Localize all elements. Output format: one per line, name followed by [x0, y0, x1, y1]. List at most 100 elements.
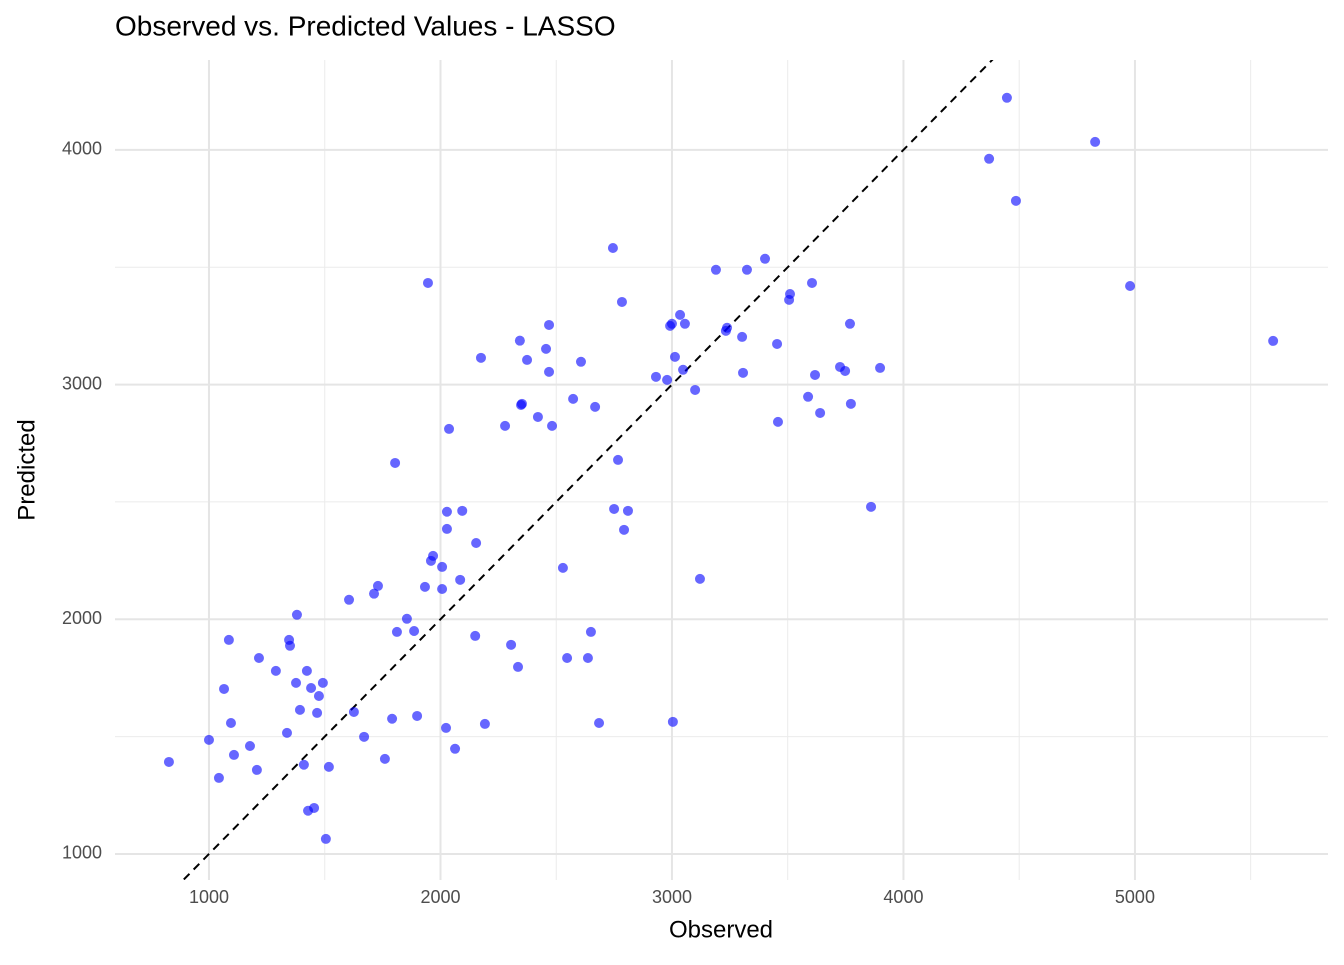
point	[369, 588, 380, 599]
point	[803, 391, 814, 402]
point	[1125, 281, 1136, 292]
point	[585, 626, 596, 637]
point	[320, 833, 331, 844]
point	[203, 734, 214, 745]
point	[285, 640, 296, 651]
point	[441, 506, 452, 517]
point	[409, 625, 420, 636]
point	[437, 561, 448, 572]
point	[444, 423, 455, 434]
point	[582, 652, 593, 663]
point	[875, 362, 886, 373]
point	[840, 365, 851, 376]
point	[401, 613, 412, 624]
point	[1268, 335, 1279, 346]
point	[479, 718, 490, 729]
point	[223, 634, 234, 645]
point	[313, 691, 324, 702]
point	[815, 407, 826, 418]
point	[772, 416, 783, 427]
x-tick-label: 5000	[1115, 887, 1155, 907]
point	[441, 523, 452, 534]
point	[1001, 92, 1012, 103]
point	[613, 454, 624, 465]
point	[694, 573, 705, 584]
point	[678, 364, 689, 375]
x-tick-label: 2000	[420, 887, 460, 907]
point	[666, 318, 677, 329]
point	[387, 713, 398, 724]
point	[594, 717, 605, 728]
point	[810, 369, 821, 380]
point	[738, 367, 749, 378]
point	[650, 371, 661, 382]
point	[679, 318, 690, 329]
point	[455, 574, 466, 585]
point	[306, 683, 317, 694]
point	[301, 665, 312, 676]
point	[428, 550, 439, 561]
point	[772, 338, 783, 349]
y-tick-label: 3000	[62, 373, 102, 393]
point	[225, 717, 236, 728]
x-axis-label: Observed	[669, 916, 773, 943]
point	[372, 580, 383, 591]
point	[619, 524, 630, 535]
point	[667, 716, 678, 727]
point	[294, 704, 305, 715]
point	[213, 772, 224, 783]
x-tick-label: 3000	[652, 887, 692, 907]
point	[281, 727, 292, 738]
point	[298, 759, 309, 770]
point	[163, 756, 174, 767]
point	[323, 761, 334, 772]
point	[390, 457, 401, 468]
point	[607, 242, 618, 253]
point	[228, 749, 239, 760]
point	[457, 505, 468, 516]
point	[557, 562, 568, 573]
point	[722, 322, 733, 333]
point	[662, 374, 673, 385]
point	[690, 384, 701, 395]
point	[344, 594, 355, 605]
point	[379, 753, 390, 764]
point	[522, 354, 533, 365]
point	[532, 411, 543, 422]
point	[984, 153, 995, 164]
point	[622, 505, 633, 516]
point	[516, 398, 527, 409]
point	[312, 707, 323, 718]
point	[348, 706, 359, 717]
point	[470, 630, 481, 641]
point	[544, 366, 555, 377]
point	[219, 683, 230, 694]
point	[437, 583, 448, 594]
point	[419, 581, 430, 592]
point	[737, 331, 748, 342]
x-tick-label: 4000	[883, 887, 923, 907]
point	[506, 639, 517, 650]
point	[500, 420, 511, 431]
point	[359, 731, 370, 742]
point	[866, 501, 877, 512]
point	[475, 352, 486, 363]
point	[244, 740, 255, 751]
point	[669, 351, 680, 362]
point	[412, 710, 423, 721]
point	[844, 318, 855, 329]
point	[251, 764, 262, 775]
plot-panel	[163, 60, 1279, 880]
point	[291, 677, 302, 688]
point	[845, 398, 856, 409]
point	[309, 802, 320, 813]
point	[710, 264, 721, 275]
point	[270, 665, 281, 676]
point	[741, 264, 752, 275]
y-axis-label: Predicted	[13, 419, 40, 520]
point	[422, 277, 433, 288]
point	[807, 277, 818, 288]
point	[541, 343, 552, 354]
point	[544, 319, 555, 330]
